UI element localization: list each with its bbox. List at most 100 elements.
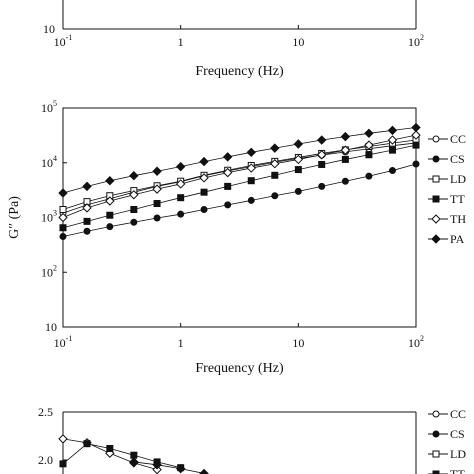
data-point-th — [129, 190, 139, 200]
middle-panel-y-tick-label: 102 — [41, 263, 57, 279]
data-point-cs — [318, 182, 326, 190]
middle-panel-x-tick-label: 1 — [178, 336, 184, 350]
data-point-th — [411, 130, 421, 140]
data-point-pa — [270, 143, 280, 153]
data-point-pa — [387, 125, 398, 136]
middle-panel-x-tick-label: 10-1 — [54, 334, 73, 350]
data-point-cs — [59, 232, 67, 240]
data-point-tt — [318, 160, 326, 168]
data-point-pa — [82, 181, 92, 192]
bottom-legend-marker-ld — [432, 450, 440, 458]
middle-panel-frame — [62, 107, 417, 328]
data-point-pa — [317, 135, 327, 145]
bottom-panel-y-tick-label: 2.5 — [38, 405, 53, 419]
data-point-th — [293, 154, 304, 165]
data-point-cs — [153, 214, 161, 222]
series-line-th — [62, 134, 417, 218]
legend-label-cc: CC — [450, 132, 466, 146]
data-point-ld — [59, 205, 67, 213]
bottom-data-point-th — [58, 434, 68, 444]
data-point-pa — [199, 156, 209, 167]
data-point-tt — [130, 205, 138, 213]
data-point-tt — [341, 155, 349, 163]
data-point-tt — [247, 177, 255, 185]
data-point-tt — [83, 217, 91, 225]
data-point-th — [317, 150, 327, 160]
top-panel-x-tick-label: 1 — [178, 35, 184, 49]
data-point-cs — [224, 201, 232, 209]
top-panel-x-tick-label: 102 — [408, 33, 424, 49]
top-panel-y-tick-label: 10 — [43, 22, 55, 36]
bottom-legend-label-tt: TT — [450, 467, 465, 474]
bottom-legend-marker-tt — [432, 470, 440, 474]
data-point-cs — [177, 210, 185, 218]
data-point-pa — [58, 188, 68, 198]
legend-marker-ld — [432, 175, 440, 183]
data-point-tt — [224, 182, 232, 190]
data-point-cs — [365, 172, 373, 180]
data-point-tt — [271, 171, 279, 179]
data-point-cs — [341, 177, 349, 185]
series-line-cs — [62, 163, 417, 237]
data-point-th — [105, 196, 115, 206]
bottom-legend-marker-cc — [432, 410, 440, 418]
series-line-ld — [62, 139, 417, 210]
bottom-data-point-pa — [129, 457, 139, 467]
legend-label-ld: LD — [450, 172, 466, 186]
legend-label-cs: CS — [450, 152, 465, 166]
data-point-pa — [293, 139, 304, 149]
data-point-th — [58, 212, 68, 223]
data-point-th — [152, 184, 162, 194]
bottom-data-point-tt — [106, 444, 114, 452]
middle-panel-y-tick-label: 105 — [41, 99, 57, 115]
legend-marker-tt — [432, 195, 440, 203]
bottom-legend-marker-cs — [432, 430, 440, 438]
data-point-cs — [200, 205, 208, 213]
bottom-legend-label-cs: CS — [450, 427, 465, 441]
top-panel-x-axis-label: Frequency (Hz) — [195, 64, 284, 79]
data-point-th — [387, 135, 398, 145]
bottom-panel-y-tick-label: 2.0 — [38, 453, 53, 467]
data-point-tt — [412, 141, 420, 149]
legend-marker-pa — [431, 234, 441, 244]
bottom-series-line-pa — [133, 461, 205, 474]
legend-marker-cs — [432, 155, 440, 163]
bottom-data-point-pa — [175, 463, 186, 474]
data-point-pa — [411, 122, 421, 133]
legend-label-th: TH — [450, 212, 466, 226]
series-line-pa — [62, 127, 417, 194]
data-point-cs — [294, 187, 302, 195]
data-point-pa — [222, 152, 233, 162]
middle-panel-x-tick-label: 102 — [408, 334, 424, 350]
data-point-cs — [130, 218, 138, 226]
data-point-pa — [175, 161, 186, 172]
data-point-tt — [200, 188, 208, 196]
legend-marker-th — [431, 214, 441, 224]
middle-panel-y-tick-label: 10 — [45, 320, 57, 334]
data-point-cs — [83, 227, 91, 235]
bottom-data-point-tt — [59, 460, 67, 468]
data-point-cs — [412, 160, 420, 168]
bottom-legend-label-cc: CC — [450, 407, 466, 421]
data-point-th — [82, 203, 92, 213]
data-point-cs — [388, 167, 396, 175]
data-point-tt — [294, 166, 302, 174]
legend-marker-cc — [432, 135, 440, 143]
data-point-pa — [340, 131, 351, 142]
data-point-pa — [129, 170, 139, 181]
bottom-data-point-pa — [152, 460, 162, 470]
series-line-tt — [62, 144, 417, 229]
data-point-th — [246, 163, 256, 173]
data-point-cs — [106, 223, 114, 231]
bottom-data-point-tt — [83, 440, 91, 448]
top-panel-x-tick-label: 10 — [292, 35, 304, 49]
data-point-th — [222, 167, 233, 178]
top-panel-x-tick-label: 10-1 — [54, 33, 73, 49]
data-point-tt — [59, 224, 67, 232]
data-point-pa — [152, 166, 162, 176]
bottom-series-line-tt — [62, 443, 181, 469]
data-point-cs — [271, 192, 279, 200]
series-line-cc — [62, 142, 417, 214]
bottom-legend-label-ld: LD — [450, 447, 466, 461]
